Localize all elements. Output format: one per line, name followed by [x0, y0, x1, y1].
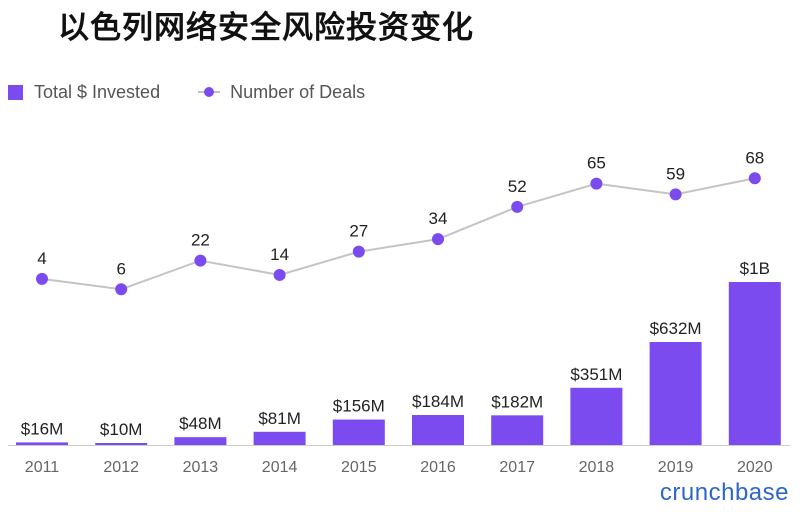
bar-2016 — [412, 415, 464, 445]
chart-title: 以色列网络安全风险投资变化 — [58, 10, 474, 46]
deals-point-2016 — [432, 233, 444, 246]
deals-line — [41, 177, 755, 291]
deals-label-2013: 22 — [191, 231, 210, 250]
deals-point-2020 — [748, 172, 761, 185]
legend-label-invested: Total $ Invested — [34, 81, 161, 102]
x-tick-label-2013: 2013 — [183, 459, 219, 476]
x-tick-label-2015: 2015 — [341, 459, 377, 476]
x-tick-label-2014: 2014 — [262, 459, 298, 476]
bar-label-2016: $184M — [412, 392, 464, 411]
deals-point-2017 — [511, 200, 524, 213]
bar-2014 — [253, 431, 306, 445]
x-tick-label-2011: 2011 — [25, 459, 60, 476]
deals-point-2012 — [115, 283, 128, 296]
bar-2015 — [332, 419, 385, 445]
deals-label-2015: 27 — [349, 222, 368, 241]
deals-point-2018 — [590, 177, 603, 190]
deals-label-2017: 52 — [508, 177, 527, 196]
deals-label-2011: 4 — [37, 249, 46, 268]
bar-label-2015: $156M — [333, 397, 385, 416]
deals-label-2018: 65 — [587, 154, 606, 173]
x-tick-label-2012: 2012 — [103, 459, 139, 476]
bar-label-2014: $81M — [258, 409, 301, 428]
bar-label-2013: $48M — [179, 414, 222, 433]
bar-2011 — [16, 442, 68, 445]
deals-label-2020: 68 — [745, 148, 764, 167]
deals-point-2014 — [273, 268, 286, 281]
x-tick-label-2019: 2019 — [658, 459, 694, 476]
bar-label-2011: $16M — [21, 419, 64, 438]
legend-item-invested: Total $ Invested — [8, 82, 160, 103]
bar-label-2018: $351M — [570, 365, 622, 384]
legend-bar-swatch — [8, 84, 23, 100]
bar-label-2012: $10M — [100, 420, 143, 439]
legend-label-deals: Number of Deals — [230, 81, 366, 102]
legend-item-deals: Number of Deals — [198, 82, 365, 103]
bar-2019 — [649, 341, 702, 445]
bar-2020 — [728, 282, 781, 445]
legend: Total $ Invested Number of Deals — [8, 80, 403, 104]
deals-point-2015 — [352, 245, 365, 258]
x-tick-label-2017: 2017 — [499, 459, 535, 476]
bar-label-2017: $182M — [491, 392, 543, 411]
bar-2012 — [95, 443, 148, 445]
bar-label-2019: $632M — [650, 319, 702, 338]
legend-line-swatch — [198, 85, 221, 99]
deals-label-2014: 14 — [270, 245, 289, 264]
deals-label-2019: 59 — [666, 164, 685, 183]
brand-logo-text: crunchbase — [659, 479, 789, 506]
bar-2018 — [570, 387, 623, 445]
bar-2013 — [174, 437, 227, 445]
deals-label-2012: 6 — [116, 259, 125, 278]
x-tick-label-2020: 2020 — [737, 459, 773, 476]
x-tick-label-2018: 2018 — [579, 459, 615, 476]
bar-label-2020: $1B — [740, 259, 770, 278]
deals-point-2011 — [36, 272, 48, 285]
deals-label-2016: 34 — [429, 209, 448, 228]
deals-point-2019 — [669, 188, 682, 201]
deals-point-2013 — [194, 254, 207, 267]
bar-2017 — [491, 415, 544, 445]
x-tick-label-2016: 2016 — [420, 459, 456, 476]
